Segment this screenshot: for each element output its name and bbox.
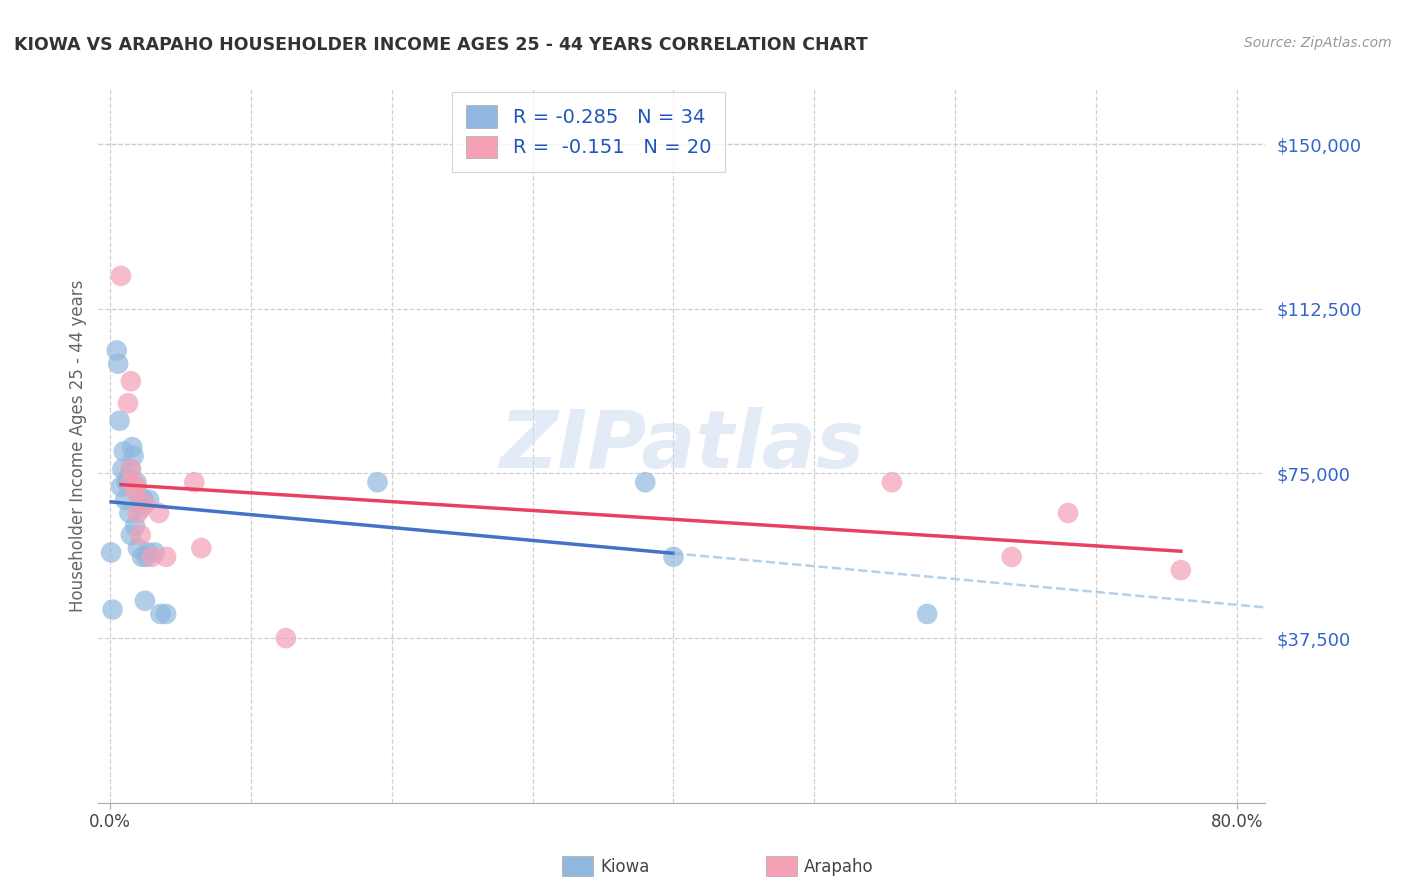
Point <box>148 506 170 520</box>
Point <box>117 396 139 410</box>
Point <box>136 545 159 559</box>
Point <box>120 462 142 476</box>
Point <box>141 549 163 564</box>
Point <box>120 462 142 476</box>
Point <box>134 594 156 608</box>
Text: Kiowa: Kiowa <box>600 858 650 876</box>
Point <box>634 475 657 490</box>
Point <box>121 475 143 490</box>
Point <box>124 483 146 498</box>
Point <box>131 549 153 564</box>
Point <box>115 475 138 490</box>
Point <box>122 449 145 463</box>
Point <box>105 343 128 358</box>
Point <box>149 607 172 621</box>
Point <box>117 471 139 485</box>
Point <box>101 602 124 616</box>
Point <box>118 506 141 520</box>
Point <box>1170 563 1192 577</box>
Point <box>100 545 122 559</box>
Legend: R = -0.285   N = 34, R =  -0.151   N = 20: R = -0.285 N = 34, R = -0.151 N = 20 <box>453 92 724 171</box>
Text: ZIPatlas: ZIPatlas <box>499 407 865 485</box>
Point <box>107 357 129 371</box>
Y-axis label: Householder Income Ages 25 - 44 years: Householder Income Ages 25 - 44 years <box>69 280 87 612</box>
Point <box>132 492 155 507</box>
Point <box>274 631 297 645</box>
Point <box>1001 549 1024 564</box>
Point <box>124 519 146 533</box>
Point <box>129 528 152 542</box>
Point <box>108 414 131 428</box>
Point <box>134 497 156 511</box>
Point <box>125 475 148 490</box>
Point <box>125 480 148 494</box>
Point <box>1057 506 1080 520</box>
Point <box>114 492 136 507</box>
Point <box>127 506 149 520</box>
Point <box>135 549 157 564</box>
Text: Arapaho: Arapaho <box>804 858 875 876</box>
Text: Source: ZipAtlas.com: Source: ZipAtlas.com <box>1244 36 1392 50</box>
Point <box>128 488 150 502</box>
Point <box>111 462 134 476</box>
Point <box>155 607 177 621</box>
Point <box>129 501 152 516</box>
Point <box>183 475 205 490</box>
Point <box>110 480 132 494</box>
Point <box>366 475 388 490</box>
Point <box>121 440 143 454</box>
Point <box>138 492 160 507</box>
Point <box>120 528 142 542</box>
Point <box>190 541 212 555</box>
Point <box>662 549 685 564</box>
Point <box>143 545 166 559</box>
Point <box>915 607 938 621</box>
Point <box>110 268 132 283</box>
Point <box>120 374 142 388</box>
Text: KIOWA VS ARAPAHO HOUSEHOLDER INCOME AGES 25 - 44 YEARS CORRELATION CHART: KIOWA VS ARAPAHO HOUSEHOLDER INCOME AGES… <box>14 36 868 54</box>
Point <box>127 541 149 555</box>
Point <box>112 444 135 458</box>
Point <box>880 475 903 490</box>
Point <box>155 549 177 564</box>
